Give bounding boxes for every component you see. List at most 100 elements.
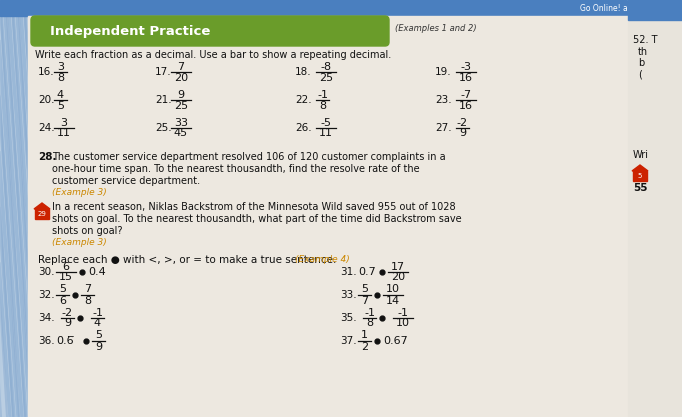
Text: 36.: 36. xyxy=(38,336,55,346)
Text: 33.: 33. xyxy=(340,290,357,300)
Text: 9: 9 xyxy=(459,128,466,138)
Text: 24.: 24. xyxy=(38,123,55,133)
Text: 3: 3 xyxy=(57,61,64,71)
Text: 0.4: 0.4 xyxy=(88,267,106,277)
Text: 0.6̅: 0.6̅ xyxy=(56,336,74,346)
Text: 45: 45 xyxy=(174,128,188,138)
Text: 9: 9 xyxy=(95,342,102,352)
Bar xyxy=(35,209,49,219)
Text: 1: 1 xyxy=(361,331,368,341)
Text: 22.: 22. xyxy=(295,95,312,105)
Text: 7: 7 xyxy=(177,61,185,71)
Text: 11: 11 xyxy=(57,128,71,138)
Text: 16: 16 xyxy=(459,73,473,83)
Text: 7: 7 xyxy=(84,284,91,294)
Text: (Example 3): (Example 3) xyxy=(52,188,107,197)
Polygon shape xyxy=(632,165,648,171)
Text: shots on goal. To the nearest thousandth, what part of the time did Backstrom sa: shots on goal. To the nearest thousandth… xyxy=(52,214,462,224)
Text: 9: 9 xyxy=(177,90,185,100)
Text: 5: 5 xyxy=(361,284,368,294)
Text: shots on goal?: shots on goal? xyxy=(52,226,123,236)
Text: 20: 20 xyxy=(391,272,405,282)
Text: -3: -3 xyxy=(460,61,471,71)
Bar xyxy=(628,0,682,20)
Bar xyxy=(28,16,628,417)
Text: 16: 16 xyxy=(459,100,473,111)
Text: 15: 15 xyxy=(59,272,73,282)
Text: (Example 3): (Example 3) xyxy=(52,238,107,247)
Text: 18.: 18. xyxy=(295,67,312,77)
Text: b: b xyxy=(638,58,644,68)
Text: 2: 2 xyxy=(361,342,368,352)
Text: In a recent season, Niklas Backstrom of the Minnesota Wild saved 955 out of 1028: In a recent season, Niklas Backstrom of … xyxy=(52,202,456,212)
Text: -1: -1 xyxy=(92,307,103,317)
Text: -2: -2 xyxy=(62,307,73,317)
Text: 29: 29 xyxy=(38,211,46,217)
Text: customer service department.: customer service department. xyxy=(52,176,200,186)
Text: 11: 11 xyxy=(319,128,333,138)
Text: 10: 10 xyxy=(396,319,410,329)
Text: 0.67: 0.67 xyxy=(383,336,408,346)
Text: -7: -7 xyxy=(460,90,471,100)
Text: (Examples 1 and 2): (Examples 1 and 2) xyxy=(395,24,477,33)
Text: 6: 6 xyxy=(59,296,66,306)
Polygon shape xyxy=(34,203,50,209)
Bar xyxy=(0,0,682,16)
Text: 4: 4 xyxy=(94,319,101,329)
Text: -2: -2 xyxy=(457,118,468,128)
Text: 8: 8 xyxy=(84,296,91,306)
Text: 25: 25 xyxy=(174,100,188,111)
Text: 25.: 25. xyxy=(155,123,172,133)
Text: (Example 4): (Example 4) xyxy=(295,255,350,264)
Text: 7: 7 xyxy=(361,296,368,306)
Text: 8: 8 xyxy=(319,100,326,111)
Bar xyxy=(628,16,682,417)
Text: 3: 3 xyxy=(61,118,68,128)
Text: (: ( xyxy=(638,69,642,79)
Text: 30.: 30. xyxy=(38,267,55,277)
Text: one-hour time span. To the nearest thousandth, find the resolve rate of the: one-hour time span. To the nearest thous… xyxy=(52,164,419,174)
Text: 55: 55 xyxy=(633,183,647,193)
Text: 20: 20 xyxy=(174,73,188,83)
Text: 8: 8 xyxy=(366,319,373,329)
Bar xyxy=(0,0,28,417)
Text: 0.7: 0.7 xyxy=(358,267,376,277)
Text: 19.: 19. xyxy=(435,67,451,77)
Text: 8: 8 xyxy=(57,73,64,83)
Text: 20.: 20. xyxy=(38,95,55,105)
Bar xyxy=(0,0,30,417)
Text: -1: -1 xyxy=(317,90,328,100)
Text: 6: 6 xyxy=(63,261,70,271)
Text: -5: -5 xyxy=(321,118,331,128)
Text: 9: 9 xyxy=(64,319,71,329)
Text: 32.: 32. xyxy=(38,290,55,300)
Text: 17: 17 xyxy=(391,261,405,271)
Bar xyxy=(633,171,647,181)
Text: 17.: 17. xyxy=(155,67,172,77)
Text: 23.: 23. xyxy=(435,95,451,105)
Text: 35.: 35. xyxy=(340,313,357,323)
Text: -1: -1 xyxy=(364,307,375,317)
Text: 52. T: 52. T xyxy=(633,35,657,45)
Text: 16.: 16. xyxy=(38,67,55,77)
Text: Go Online! alp.com: Go Online! alp.com xyxy=(580,3,653,13)
Text: 34.: 34. xyxy=(38,313,55,323)
Text: Wri: Wri xyxy=(633,150,649,160)
Text: 26.: 26. xyxy=(295,123,312,133)
Text: 5: 5 xyxy=(59,284,66,294)
Text: 33: 33 xyxy=(174,118,188,128)
Text: 4: 4 xyxy=(57,90,64,100)
Text: -8: -8 xyxy=(321,61,331,71)
Text: 10: 10 xyxy=(386,284,400,294)
Text: Independent Practice: Independent Practice xyxy=(50,25,210,38)
Text: 21.: 21. xyxy=(155,95,172,105)
Text: 5: 5 xyxy=(57,100,64,111)
Text: 5: 5 xyxy=(638,173,642,179)
Text: 37.: 37. xyxy=(340,336,357,346)
Text: Replace each ● with <, >, or = to make a true sentence.: Replace each ● with <, >, or = to make a… xyxy=(38,255,336,265)
FancyBboxPatch shape xyxy=(31,16,389,46)
Text: 27.: 27. xyxy=(435,123,451,133)
Text: -1: -1 xyxy=(398,307,409,317)
Text: 14: 14 xyxy=(386,296,400,306)
Text: 5: 5 xyxy=(95,331,102,341)
